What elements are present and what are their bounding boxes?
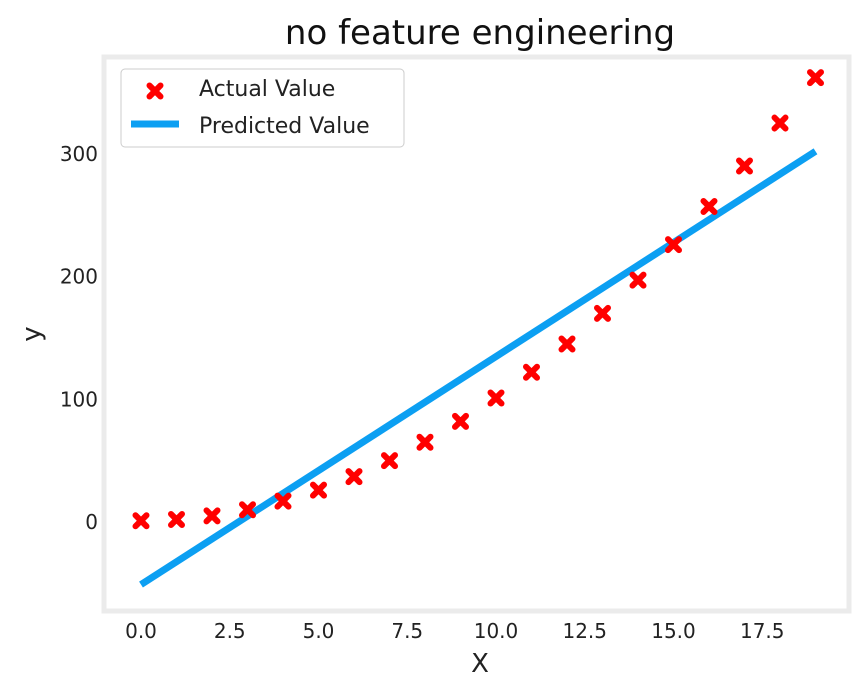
- chart-title: no feature engineering: [285, 13, 675, 53]
- actual-value-point: [558, 335, 576, 353]
- series-layer: [132, 69, 824, 588]
- actual-value-point: [665, 236, 682, 254]
- actual-value-point: [274, 492, 292, 510]
- y-tick-label: 0: [85, 510, 98, 534]
- actual-value-point: [487, 389, 505, 407]
- legend-label-predicted-value: Predicted Value: [199, 114, 370, 139]
- actual-value-point: [381, 452, 398, 470]
- actual-value-point: [807, 69, 824, 87]
- legend-marker-actual-value: [146, 82, 164, 100]
- y-axis-label: y: [17, 326, 47, 341]
- actual-value-point: [168, 511, 185, 529]
- legend-x-marker: [146, 82, 164, 100]
- actual-value-point: [736, 157, 753, 175]
- x-tick-label: 0.0: [125, 619, 157, 643]
- y-tick-label: 300: [60, 142, 98, 166]
- actual-value-point: [416, 433, 434, 451]
- y-tick-labels: 0 100 200 300: [60, 142, 98, 534]
- x-tick-label: 7.5: [391, 619, 423, 643]
- legend: Actual Value Predicted Value: [120, 68, 405, 148]
- actual-value-point: [771, 114, 789, 132]
- x-tick-label: 12.5: [562, 619, 607, 643]
- x-axis-label: X: [471, 649, 489, 679]
- actual-value-point: [345, 468, 363, 486]
- x-tick-label: 5.0: [303, 619, 335, 643]
- x-tick-label: 17.5: [740, 619, 785, 643]
- y-tick-label: 200: [60, 265, 98, 289]
- y-tick-label: 100: [60, 387, 98, 411]
- actual-value-point: [523, 363, 540, 381]
- legend-box: [120, 68, 405, 148]
- plot-frame: [101, 54, 852, 614]
- x-tick-label: 10.0: [474, 619, 519, 643]
- actual-value-point: [452, 412, 469, 430]
- x-tick-labels: 0.0 2.5 5.0 7.5 10.0 12.5 15.0 17.5: [125, 619, 784, 643]
- actual-value-point: [310, 481, 327, 499]
- legend-label-actual-value: Actual Value: [199, 77, 335, 102]
- actual-value-point: [132, 512, 150, 530]
- actual-value-point: [203, 507, 221, 525]
- actual-value-point: [700, 198, 718, 216]
- x-tick-label: 15.0: [651, 619, 696, 643]
- actual-value-point: [629, 271, 647, 289]
- x-tick-label: 2.5: [214, 619, 246, 643]
- actual-value-point: [594, 304, 611, 322]
- actual-value-point: [239, 501, 256, 519]
